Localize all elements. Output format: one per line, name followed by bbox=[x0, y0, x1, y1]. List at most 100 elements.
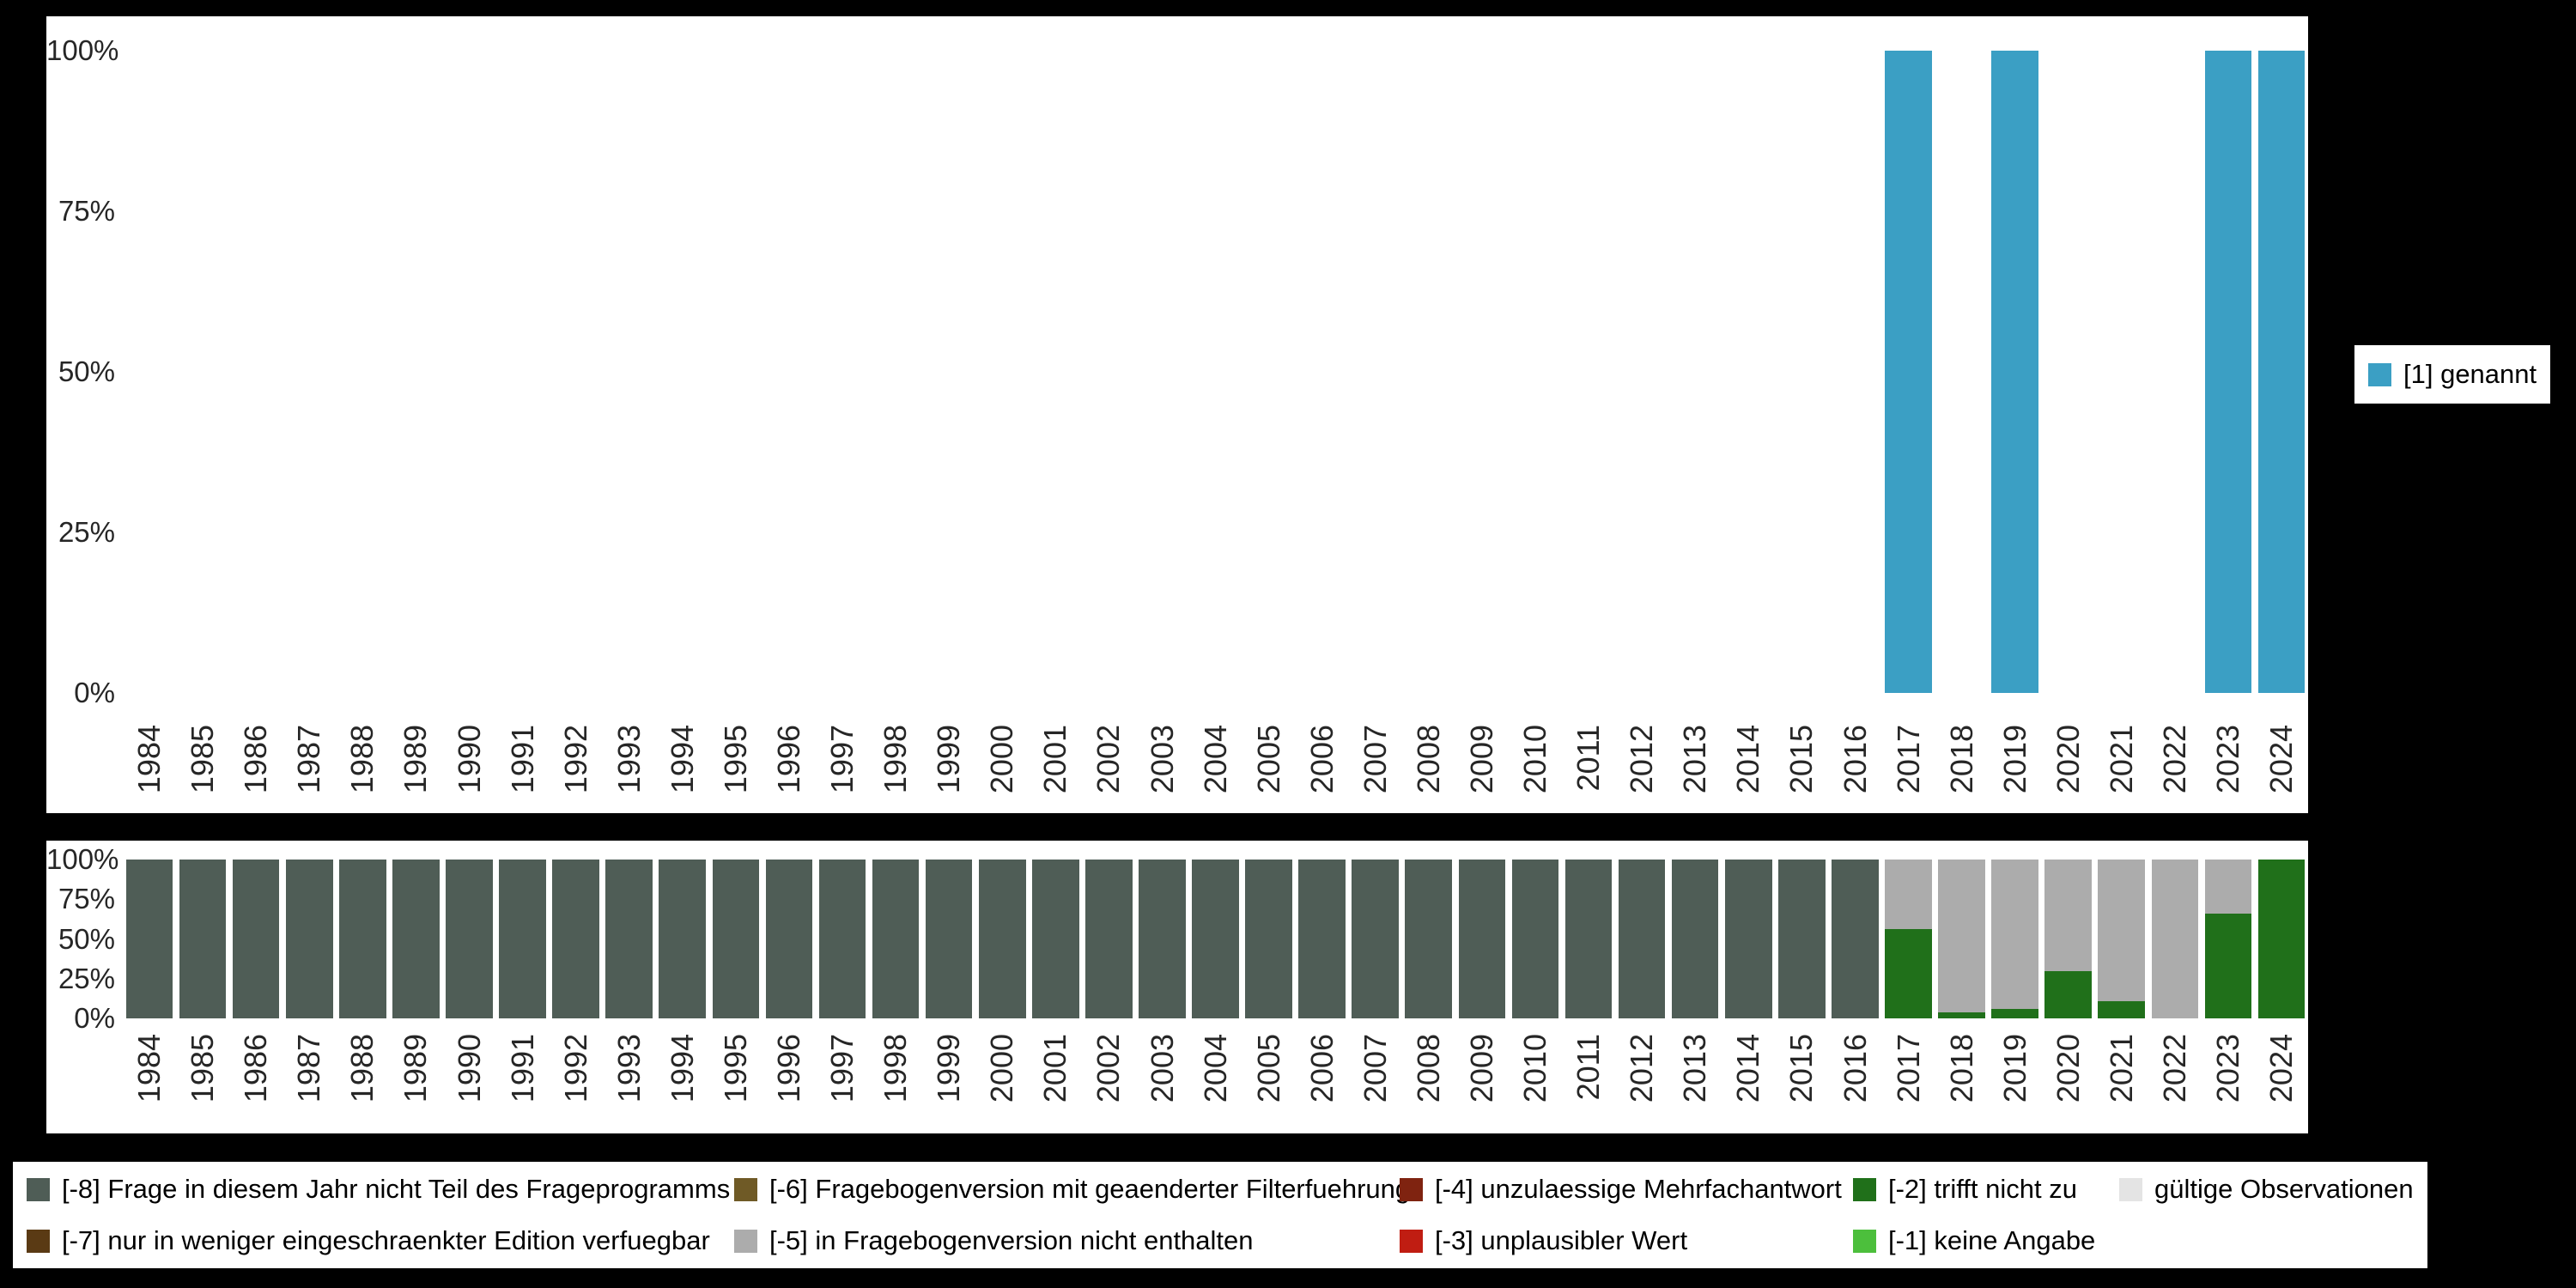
x-tick: 1996 bbox=[762, 1034, 816, 1133]
x-tick: 2002 bbox=[1082, 1034, 1135, 1133]
x-tick: 2007 bbox=[1349, 1034, 1402, 1133]
x-tick-label: 1987 bbox=[291, 725, 327, 794]
top-bar-2019 bbox=[1991, 51, 2038, 693]
bar-segment-2023--2 bbox=[2204, 913, 2252, 1018]
bar-segment-1990--8 bbox=[446, 860, 493, 1018]
bar-segment-2013--8 bbox=[1671, 860, 1719, 1018]
x-tick-label: 2006 bbox=[1303, 1034, 1340, 1103]
x-tick-label: 2023 bbox=[2210, 725, 2246, 794]
bar-segment-2024--2 bbox=[2257, 860, 2306, 1018]
x-tick-label: 1985 bbox=[185, 725, 221, 794]
x-tick-label: 2024 bbox=[2263, 1034, 2300, 1103]
x-tick-label: 2007 bbox=[1357, 1034, 1393, 1103]
legend-label--8: [-8] Frage in diesem Jahr nicht Teil des… bbox=[62, 1174, 731, 1204]
x-tick-label: 2022 bbox=[2157, 1034, 2192, 1103]
x-tick: 2001 bbox=[1029, 1034, 1082, 1133]
legend-item--4: [-4] unzulaessige Mehrfachantwort bbox=[1400, 1174, 1853, 1205]
bar-segment-2020--5 bbox=[2044, 860, 2092, 971]
x-tick: 1986 bbox=[229, 725, 283, 813]
x-tick: 1989 bbox=[389, 725, 442, 813]
x-tick-label: 2001 bbox=[1037, 725, 1073, 794]
x-tick-label: 2010 bbox=[1517, 725, 1553, 794]
bar-segment-1994--8 bbox=[659, 860, 707, 1018]
x-tick: 2024 bbox=[2255, 1034, 2308, 1133]
x-tick-label: 1992 bbox=[557, 725, 593, 794]
x-tick: 2021 bbox=[2095, 1034, 2148, 1133]
x-tick-label: 2007 bbox=[1357, 725, 1393, 794]
x-tick: 1995 bbox=[709, 725, 762, 813]
y-axis-label: 25% bbox=[58, 962, 115, 994]
legend-item--7: [-7] nur in weniger eingeschraenkter Edi… bbox=[27, 1225, 734, 1256]
legend-item--3: [-3] unplausibler Wert bbox=[1400, 1225, 1853, 1256]
bar-segment-1988--8 bbox=[339, 860, 386, 1018]
x-tick: 1991 bbox=[496, 725, 550, 813]
bar-segment-2011--8 bbox=[1564, 860, 1613, 1018]
x-tick: 1994 bbox=[656, 725, 709, 813]
x-tick: 1984 bbox=[123, 725, 176, 813]
x-tick-label: 1984 bbox=[131, 1034, 167, 1103]
x-tick: 1998 bbox=[869, 725, 922, 813]
x-tick-label: 2003 bbox=[1144, 725, 1180, 794]
legend-swatch-genannt bbox=[2368, 362, 2391, 386]
x-tick: 2023 bbox=[2202, 1034, 2255, 1133]
x-tick: 1997 bbox=[816, 1034, 869, 1133]
legend-label--6: [-6] Fragebogenversion mit geaenderter F… bbox=[769, 1174, 1411, 1204]
x-tick-label: 1991 bbox=[504, 725, 540, 794]
x-tick-label: 2006 bbox=[1303, 725, 1340, 794]
bar-segment-1989--8 bbox=[392, 860, 440, 1018]
x-tick: 1999 bbox=[922, 1034, 975, 1133]
legend-label--1: [-1] keine Angabe bbox=[1888, 1225, 2096, 1255]
top-figure: 1984 1985 1986 1987 1988 1989 1990 1991 1992 1993… bbox=[46, 16, 2308, 813]
bar-segment-2016--8 bbox=[1832, 860, 1879, 1018]
x-tick-label: 1999 bbox=[931, 725, 967, 794]
x-tick-label: 1986 bbox=[238, 1034, 274, 1103]
legend-label--4: [-4] unzulaessige Mehrfachantwort bbox=[1435, 1174, 1842, 1204]
x-tick-label: 2000 bbox=[984, 725, 1020, 794]
x-tick-label: 2012 bbox=[1624, 1034, 1660, 1103]
x-tick: 2020 bbox=[2042, 725, 2095, 813]
x-tick: 2008 bbox=[1402, 1034, 1455, 1133]
legend-swatch--6 bbox=[734, 1177, 757, 1201]
x-tick: 2001 bbox=[1029, 725, 1082, 813]
x-tick-label: 2004 bbox=[1197, 725, 1233, 794]
x-tick-label: 2010 bbox=[1517, 1034, 1553, 1103]
x-tick: 2002 bbox=[1082, 725, 1135, 813]
x-tick-label: 1996 bbox=[770, 1034, 806, 1103]
x-tick-label: 1995 bbox=[717, 725, 753, 794]
x-tick-label: 1997 bbox=[824, 1034, 860, 1103]
x-tick: 1987 bbox=[283, 725, 336, 813]
x-tick: 2015 bbox=[1775, 1034, 1828, 1133]
y-axis-label: 0% bbox=[74, 1002, 115, 1034]
legend-swatch--2 bbox=[1853, 1177, 1876, 1201]
x-tick-label: 2022 bbox=[2157, 725, 2192, 794]
x-tick: 2000 bbox=[975, 1034, 1029, 1133]
top-bar-2024 bbox=[2257, 51, 2306, 693]
x-tick: 2013 bbox=[1668, 725, 1722, 813]
x-tick-label: 2017 bbox=[1890, 1034, 1926, 1103]
x-tick: 1988 bbox=[336, 725, 389, 813]
y-axis-label: 100% bbox=[46, 843, 119, 875]
x-tick-label: 2019 bbox=[1996, 725, 2032, 794]
x-tick-label: 2008 bbox=[1410, 725, 1446, 794]
bar-segment-1991--8 bbox=[499, 860, 546, 1018]
x-tick: 1993 bbox=[603, 725, 656, 813]
bar-segment-2012--8 bbox=[1618, 860, 1666, 1018]
x-tick-label: 2020 bbox=[2050, 725, 2086, 794]
bar-segment-1985--8 bbox=[179, 860, 227, 1018]
x-tick-label: 2000 bbox=[984, 1034, 1020, 1103]
x-tick: 2005 bbox=[1242, 725, 1296, 813]
x-tick: 2010 bbox=[1509, 725, 1562, 813]
x-tick-label: 2003 bbox=[1144, 1034, 1180, 1103]
x-tick: 2018 bbox=[1935, 725, 1989, 813]
bottom-x-axis: 1984 1985 1986 1987 1988 1989 1990 1991 1992 1993… bbox=[123, 1034, 2308, 1133]
bar-segment-2020--2 bbox=[2044, 970, 2092, 1018]
x-tick: 1995 bbox=[709, 1034, 762, 1133]
x-tick-label: 2024 bbox=[2263, 725, 2300, 794]
bar-segment-2008--8 bbox=[1405, 860, 1453, 1018]
x-tick: 2005 bbox=[1242, 1034, 1296, 1133]
x-tick: 2019 bbox=[1989, 725, 2042, 813]
x-tick-label: 2011 bbox=[1571, 1034, 1607, 1101]
top-bar-2017 bbox=[1885, 51, 1932, 693]
x-tick: 2012 bbox=[1615, 1034, 1668, 1133]
x-tick: 1992 bbox=[550, 1034, 603, 1133]
